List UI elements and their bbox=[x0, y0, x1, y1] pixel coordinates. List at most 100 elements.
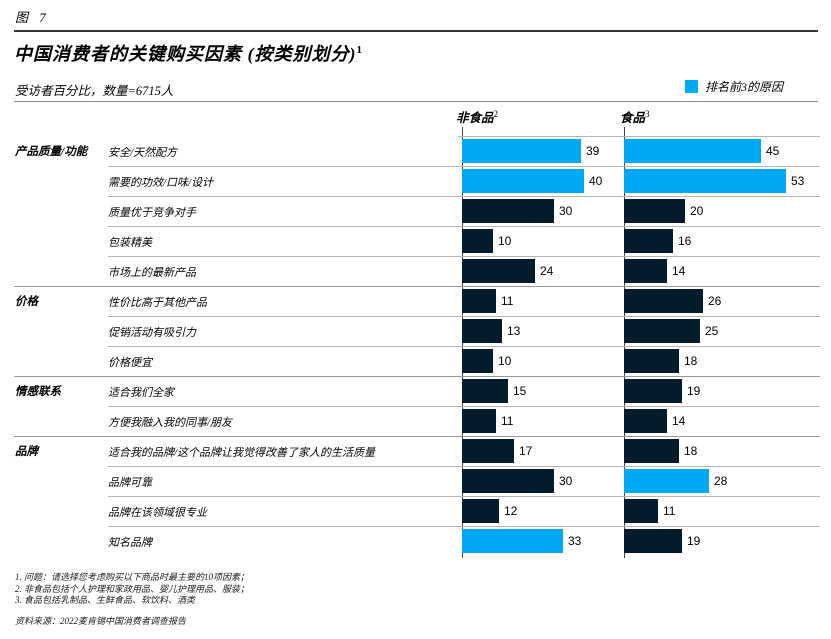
chart-row: 市场上的最新产品 24 14 bbox=[14, 256, 820, 286]
bar-food bbox=[624, 529, 682, 553]
bar-nonfood bbox=[462, 349, 493, 373]
row-separator bbox=[108, 226, 820, 227]
row-separator bbox=[108, 526, 820, 527]
bar-food bbox=[624, 349, 679, 373]
bar-food bbox=[624, 319, 700, 343]
factor-label: 价格便宜 bbox=[108, 357, 152, 369]
factor-label: 质量优于竞争对手 bbox=[108, 207, 196, 219]
bar-value-label: 28 bbox=[714, 474, 728, 488]
bar-food bbox=[624, 139, 761, 163]
page-title-superscript: 1 bbox=[356, 44, 363, 56]
legend-top3-swatch bbox=[685, 80, 698, 93]
bar-value-label: 39 bbox=[586, 144, 600, 158]
chart-row: 价格便宜 10 18 bbox=[14, 346, 820, 376]
bar-food bbox=[624, 199, 685, 223]
row-separator bbox=[108, 256, 820, 257]
bar-value-label: 10 bbox=[498, 234, 512, 248]
bar-value-label: 11 bbox=[501, 294, 514, 308]
bar-value-label: 24 bbox=[540, 264, 554, 278]
factor-label: 适合我们全家 bbox=[108, 387, 174, 399]
bar-nonfood bbox=[462, 319, 502, 343]
row-separator bbox=[108, 496, 820, 497]
bar-food bbox=[624, 439, 679, 463]
chart-row: 需要的功效/口味/设计 40 53 bbox=[14, 166, 820, 196]
factor-label: 适合我的品牌/这个品牌让我觉得改善了家人的生活质量 bbox=[108, 447, 376, 459]
bar-value-label: 25 bbox=[705, 324, 719, 338]
bar-food bbox=[624, 259, 667, 283]
row-separator bbox=[14, 376, 820, 377]
footnote-2: 2. 非食品包括个人护理和家政用品、婴儿护理用品、服装； bbox=[15, 583, 250, 594]
bar-food bbox=[624, 229, 673, 253]
chart-row: 质量优于竞争对手 30 20 bbox=[14, 196, 820, 226]
legend-top3-label: 排名前3的原因 bbox=[705, 80, 784, 94]
divider-top bbox=[14, 30, 818, 32]
bar-value-label: 14 bbox=[672, 264, 686, 278]
bar-value-label: 45 bbox=[766, 144, 780, 158]
bar-value-label: 18 bbox=[684, 354, 698, 368]
chart-row: 促销活动有吸引力 13 25 bbox=[14, 316, 820, 346]
bar-value-label: 14 bbox=[672, 414, 686, 428]
bar-value-label: 17 bbox=[519, 444, 533, 458]
column-header-nonfood: 非食品2 bbox=[456, 107, 498, 126]
bar-value-label: 26 bbox=[708, 294, 722, 308]
bar-nonfood bbox=[462, 469, 554, 493]
bar-food bbox=[624, 289, 703, 313]
chart-row: 产品质量/功能 安全/天然配方 39 45 bbox=[14, 136, 820, 166]
bar-value-label: 30 bbox=[559, 474, 573, 488]
bar-nonfood bbox=[462, 259, 535, 283]
bar-nonfood bbox=[462, 229, 493, 253]
bar-value-label: 13 bbox=[507, 324, 521, 338]
row-separator bbox=[458, 136, 820, 137]
chart-row: 价格 性价比高于其他产品 11 26 bbox=[14, 286, 820, 316]
bar-value-label: 16 bbox=[678, 234, 692, 248]
bar-value-label: 19 bbox=[687, 384, 701, 398]
factor-label: 需要的功效/口味/设计 bbox=[108, 177, 214, 189]
bar-food bbox=[624, 409, 667, 433]
page-title: 中国消费者的关键购买因素 (按类别划分)1 bbox=[14, 40, 363, 66]
factor-label: 性价比高于其他产品 bbox=[108, 297, 207, 309]
bar-food bbox=[624, 469, 709, 493]
chart-legend: 排名前3的原因 bbox=[685, 78, 783, 95]
row-separator bbox=[14, 436, 820, 437]
bar-value-label: 19 bbox=[687, 534, 701, 548]
bar-food bbox=[624, 379, 682, 403]
chart-row: 知名品牌 33 19 bbox=[14, 526, 820, 556]
footnote-1: 1. 问题：请选择您考虑购买以下商品时最主要的10项因素； bbox=[15, 572, 250, 582]
row-separator bbox=[14, 286, 820, 287]
column-header-nonfood-text: 非食品 bbox=[456, 111, 494, 125]
bar-value-label: 10 bbox=[498, 354, 512, 368]
bar-nonfood bbox=[462, 139, 581, 163]
factor-label: 促销活动有吸引力 bbox=[108, 327, 196, 339]
bar-nonfood bbox=[462, 289, 496, 313]
bar-value-label: 33 bbox=[568, 534, 582, 548]
bar-food bbox=[624, 169, 786, 193]
chart-row: 品牌可靠 30 28 bbox=[14, 466, 820, 496]
bar-food bbox=[624, 499, 658, 523]
chart-row: 品牌在该领域很专业 12 11 bbox=[14, 496, 820, 526]
source-line: 资料来源：2022麦肯锡中国消费者调查报告 bbox=[15, 615, 187, 626]
bar-nonfood bbox=[462, 529, 563, 553]
chart-row: 情感联系 适合我们全家 15 19 bbox=[14, 376, 820, 406]
row-separator bbox=[108, 166, 820, 167]
column-header-nonfood-superscript: 2 bbox=[493, 108, 499, 119]
category-label: 产品质量/功能 bbox=[15, 146, 88, 158]
row-separator bbox=[108, 466, 820, 467]
footnote-3: 3. 食品包括乳制品、生鲜食品、软饮料、酒类 bbox=[15, 595, 196, 605]
bar-nonfood bbox=[462, 409, 496, 433]
bar-value-label: 40 bbox=[589, 174, 603, 188]
bar-value-label: 20 bbox=[690, 204, 704, 218]
page-title-text: 中国消费者的关键购买因素 (按类别划分) bbox=[14, 44, 357, 64]
bar-value-label: 53 bbox=[791, 174, 805, 188]
bar-value-label: 11 bbox=[663, 504, 676, 518]
row-separator bbox=[108, 196, 820, 197]
bar-nonfood bbox=[462, 169, 584, 193]
category-label: 情感联系 bbox=[15, 386, 61, 398]
row-separator bbox=[108, 346, 820, 347]
bar-nonfood bbox=[462, 379, 508, 403]
figure-number-label: 图 7 bbox=[15, 10, 50, 25]
row-separator bbox=[108, 406, 820, 407]
bar-value-label: 30 bbox=[559, 204, 573, 218]
bar-chart: 产品质量/功能 安全/天然配方 39 45 需要的功效/口味/设计 40 53 质量优于竞争对… bbox=[14, 136, 820, 556]
factor-label: 安全/天然配方 bbox=[108, 147, 178, 159]
